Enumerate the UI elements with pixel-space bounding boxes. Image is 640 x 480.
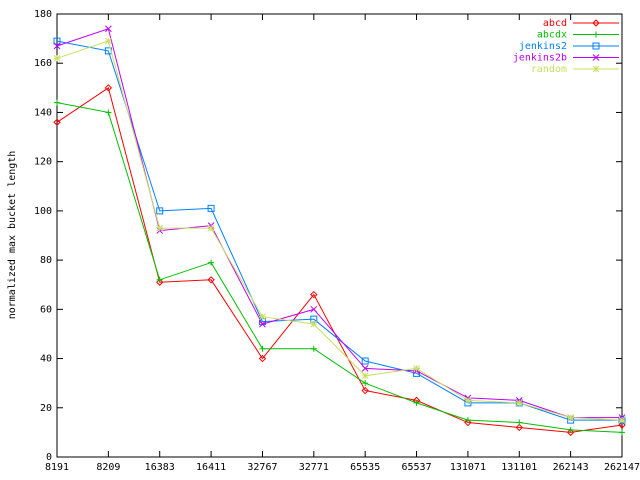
point-marker [310, 320, 318, 328]
point-marker [105, 25, 112, 33]
point-marker [207, 276, 215, 284]
point-marker [104, 47, 112, 55]
x-tick-label: 8191 [45, 462, 69, 473]
point-marker [105, 109, 112, 116]
point-marker [258, 354, 267, 363]
point-marker [310, 290, 318, 299]
y-tick-label: 80 [40, 255, 52, 266]
point-marker [259, 313, 266, 321]
x-tick-label: 65535 [350, 462, 380, 473]
series-line [56, 87, 623, 433]
point-marker [259, 345, 266, 352]
legend-label: jenkins2b [513, 53, 567, 64]
point-marker [258, 318, 266, 326]
point-marker [516, 419, 523, 426]
point-marker [208, 259, 215, 266]
point-marker [156, 207, 164, 215]
y-tick-label: 60 [40, 304, 52, 315]
y-tick-label: 140 [34, 107, 52, 118]
point-marker [53, 42, 61, 50]
x-tick-label: 32767 [247, 462, 277, 473]
point-marker [618, 416, 626, 424]
point-marker [362, 380, 369, 387]
point-marker [464, 417, 471, 424]
y-tick-label: 120 [34, 157, 52, 168]
point-marker [592, 65, 600, 73]
point-marker [361, 386, 369, 395]
y-tick-label: 0 [46, 452, 52, 463]
point-marker [310, 345, 317, 352]
point-marker [413, 365, 420, 372]
point-marker [104, 84, 113, 92]
y-tick-label: 20 [40, 403, 52, 414]
x-tick-label: 262147 [604, 462, 640, 473]
point-marker [361, 365, 369, 372]
x-tick-label: 16383 [145, 462, 175, 473]
point-marker [259, 320, 266, 328]
point-marker [156, 276, 163, 283]
legend-label: jenkins2 [519, 41, 567, 52]
y-tick-label: 100 [34, 206, 52, 217]
point-marker [464, 418, 472, 427]
x-tick-label: 262143 [553, 462, 589, 473]
point-marker [515, 423, 523, 432]
point-marker [310, 305, 318, 313]
legend-label: random [531, 64, 567, 75]
point-marker [592, 42, 600, 50]
point-marker [156, 224, 164, 232]
y-tick-label: 180 [34, 9, 52, 20]
point-marker [310, 315, 318, 323]
legend-label: abcdx [537, 30, 567, 41]
x-tick-label: 131071 [450, 462, 486, 473]
point-marker [619, 429, 625, 436]
point-marker [464, 397, 472, 404]
x-tick-label: 16411 [196, 462, 226, 473]
series-line [56, 102, 623, 433]
x-tick-label: 32771 [299, 462, 329, 473]
point-marker [53, 118, 61, 126]
point-marker [207, 224, 215, 232]
point-marker [618, 421, 626, 429]
point-marker [592, 19, 600, 27]
x-tick-label: 131101 [501, 462, 537, 473]
point-marker [413, 399, 420, 406]
point-marker [567, 414, 574, 421]
point-marker [593, 31, 599, 38]
point-marker [361, 372, 369, 380]
point-marker [592, 54, 600, 61]
point-marker [53, 54, 61, 62]
point-marker [567, 426, 574, 433]
point-marker [53, 37, 61, 45]
y-tick-label: 40 [40, 354, 52, 365]
point-marker [156, 278, 164, 286]
y-axis-label: normalized max bucket length [7, 151, 18, 320]
point-marker [361, 357, 369, 365]
x-tick-label: 65537 [401, 462, 431, 473]
plot-frame [56, 13, 623, 458]
point-marker [207, 204, 215, 212]
legend-label: abcd [543, 18, 567, 29]
y-tick-label: 160 [34, 58, 52, 69]
point-marker [515, 399, 523, 407]
point-marker [566, 428, 575, 437]
series-line [56, 40, 623, 421]
point-marker [105, 37, 112, 45]
point-marker [54, 99, 60, 106]
x-tick-label: 8209 [96, 462, 120, 473]
